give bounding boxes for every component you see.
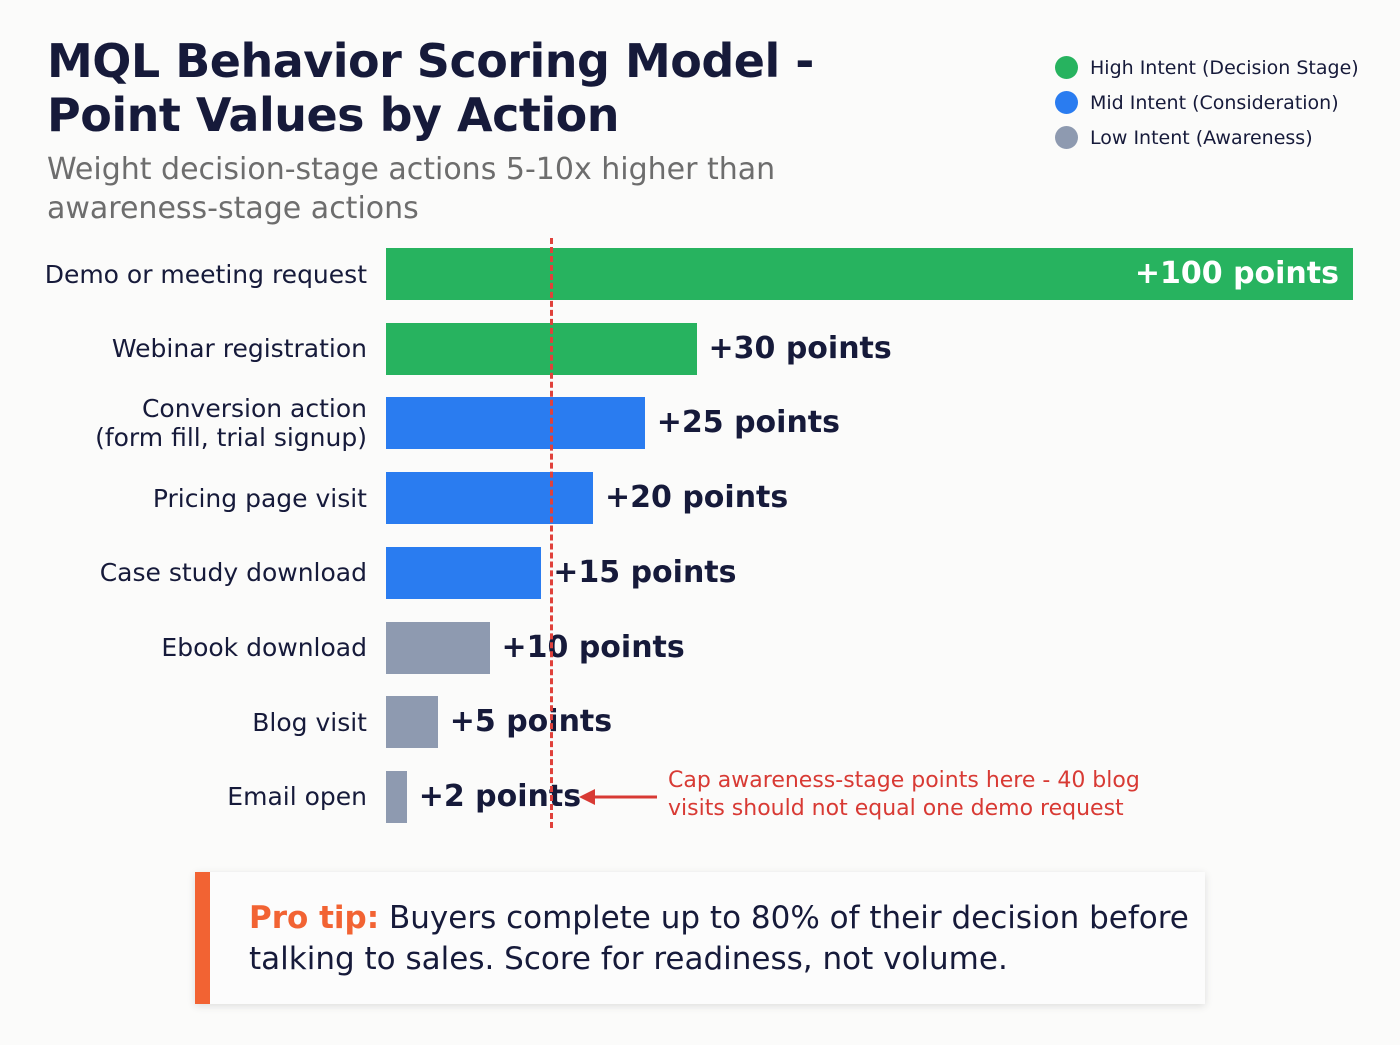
- category-label: Blog visit: [252, 707, 367, 737]
- legend-item-high: High Intent (Decision Stage): [1055, 50, 1359, 85]
- legend-label: Mid Intent (Consideration): [1090, 91, 1339, 114]
- legend-item-mid: Mid Intent (Consideration): [1055, 85, 1359, 120]
- pro-tip-text: Buyers complete up to 80% of their decis…: [249, 900, 1189, 977]
- category-label: Email open: [227, 782, 367, 812]
- legend-dot-low: [1055, 126, 1078, 149]
- value-label: +100 points: [1134, 256, 1339, 291]
- category-label: Case study download: [99, 558, 367, 588]
- category-label: Demo or meeting request: [44, 259, 367, 289]
- bar: [386, 322, 697, 375]
- bar: [386, 248, 1353, 300]
- legend-dot-high: [1055, 56, 1078, 79]
- cap-threshold-line: [550, 238, 553, 828]
- pro-tip-label: Pro tip:: [249, 900, 380, 936]
- value-label: +10 points: [501, 629, 685, 665]
- bar: [386, 472, 593, 525]
- value-label: +20 points: [605, 480, 789, 516]
- category-label: Ebook download: [161, 633, 367, 662]
- value-label: +5 points: [449, 704, 613, 740]
- arrow-left-icon: [579, 789, 657, 805]
- bar: [386, 546, 542, 599]
- value-label: +30 points: [708, 330, 892, 366]
- legend-dot-mid: [1055, 91, 1078, 114]
- legend-item-low: Low Intent (Awareness): [1055, 120, 1359, 155]
- category-label: Conversion action (form fill, trial sign…: [95, 394, 367, 453]
- cap-annotation: Cap awareness-stage points here - 40 blo…: [668, 768, 1140, 821]
- chart-subtitle: Weight decision-stage actions 5-10x high…: [47, 152, 776, 226]
- pro-tip-box: Pro tip: Buyers complete up to 80% of th…: [195, 872, 1205, 1004]
- value-label: +2 points: [418, 778, 582, 814]
- bar: [386, 621, 490, 674]
- legend-label: High Intent (Decision Stage): [1090, 56, 1359, 79]
- value-label: +25 points: [656, 405, 841, 441]
- chart-title: MQL Behavior Scoring Model - Point Value…: [47, 34, 814, 142]
- legend-label: Low Intent (Awareness): [1090, 126, 1313, 149]
- bar: [386, 397, 645, 450]
- category-label: Webinar registration: [111, 334, 367, 364]
- value-label: +15 points: [553, 554, 737, 590]
- category-label: Pricing page visit: [152, 483, 367, 513]
- bar: [386, 696, 438, 749]
- legend: High Intent (Decision Stage) Mid Intent …: [1055, 50, 1359, 155]
- bar: [386, 770, 407, 823]
